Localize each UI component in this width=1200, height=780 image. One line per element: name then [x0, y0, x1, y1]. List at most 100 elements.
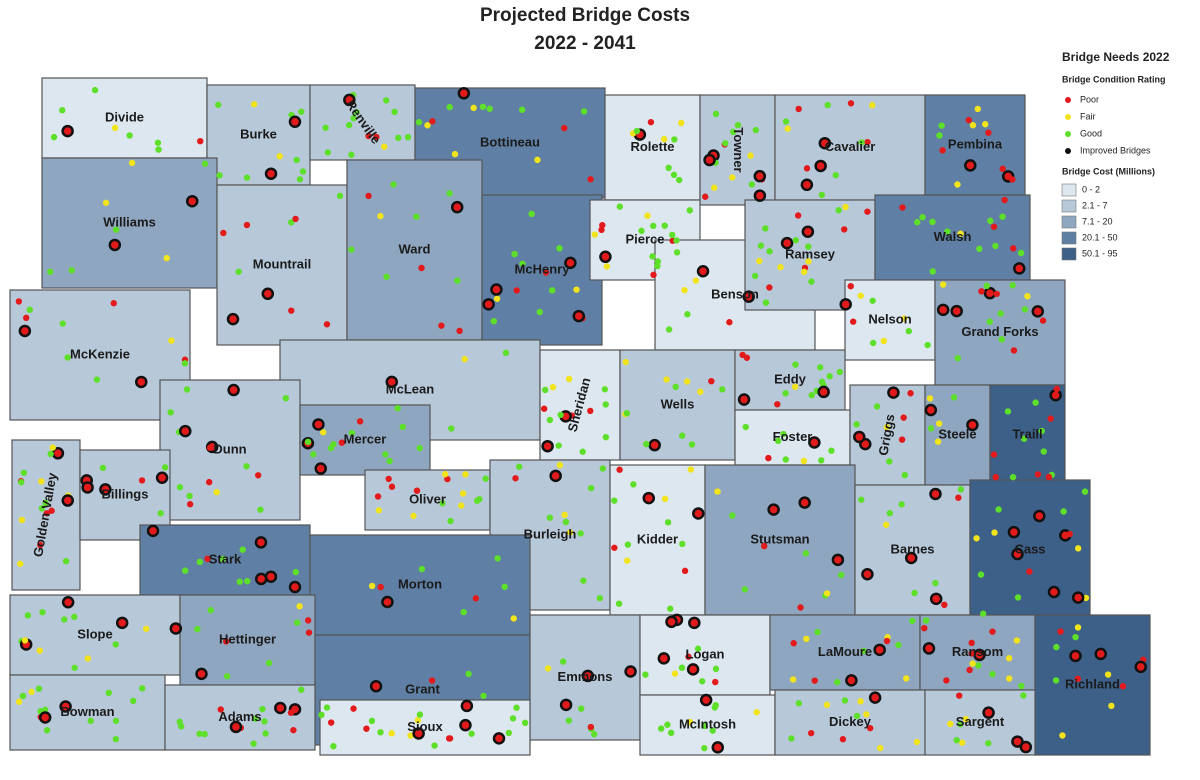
bridge	[505, 729, 513, 737]
bridge	[999, 165, 1006, 173]
bridge	[979, 610, 987, 617]
bridge	[792, 361, 799, 368]
improved-bridge	[559, 698, 573, 712]
bridge	[983, 282, 991, 290]
bridge	[1047, 415, 1054, 422]
improved-bridge	[753, 169, 767, 183]
bridge	[418, 264, 425, 272]
bridge	[869, 339, 877, 347]
bridge	[395, 134, 402, 142]
improved-bridge	[936, 303, 950, 317]
bridge	[1001, 196, 1008, 204]
bridge	[826, 373, 833, 380]
bridge	[239, 546, 246, 553]
bridge	[950, 394, 958, 401]
bridge	[353, 108, 360, 116]
bridge	[711, 704, 719, 711]
improved-bridge	[459, 718, 472, 732]
bridge	[580, 108, 588, 115]
bridge	[546, 514, 554, 521]
bridge	[847, 282, 854, 290]
bridge	[348, 429, 356, 437]
bridge	[213, 488, 220, 496]
bridge	[573, 286, 580, 293]
bridge	[789, 676, 797, 683]
bridge	[957, 230, 964, 237]
bridge	[1074, 675, 1082, 682]
bridge	[989, 670, 996, 678]
bridge	[205, 478, 213, 486]
bridge	[18, 479, 25, 486]
bridge	[288, 307, 295, 314]
bridge	[602, 433, 610, 441]
bridge	[741, 586, 749, 593]
bridge	[898, 436, 906, 443]
bridge	[71, 664, 78, 671]
bridge	[18, 516, 26, 524]
bridge	[59, 107, 66, 114]
bridge	[20, 469, 28, 476]
bridge	[38, 478, 45, 485]
county	[164, 684, 316, 751]
bridge	[957, 486, 965, 493]
improved-bridge	[227, 383, 240, 397]
bridge	[729, 128, 737, 136]
bridge	[324, 149, 332, 156]
bridge	[938, 122, 945, 129]
bridge	[207, 606, 214, 614]
bridge	[176, 483, 184, 491]
bridge	[17, 560, 24, 567]
bridge	[327, 444, 335, 452]
bridge	[784, 125, 791, 132]
bridge	[992, 242, 999, 250]
bridge	[886, 509, 894, 517]
bridge	[943, 677, 950, 684]
improved-bridge	[61, 596, 75, 609]
bridge	[914, 219, 921, 226]
bridge	[157, 510, 164, 517]
bridge	[511, 250, 518, 258]
bridge	[734, 121, 742, 129]
improved-bridge	[696, 264, 710, 278]
bridge	[681, 287, 688, 294]
bridge	[661, 495, 669, 503]
county	[41, 157, 218, 289]
bridge	[681, 567, 689, 575]
bridge	[252, 715, 259, 722]
bridge	[259, 705, 266, 713]
improved-bridge	[1019, 740, 1033, 754]
improved-bridge	[581, 669, 595, 683]
bridge	[528, 210, 535, 218]
legend-title: Bridge Needs 2022	[1062, 50, 1170, 64]
bridge	[774, 401, 781, 408]
improved-bridge	[460, 699, 474, 713]
improved-bridge	[185, 194, 199, 208]
bridge	[886, 458, 893, 465]
bridge	[633, 127, 641, 135]
bridge	[1006, 675, 1013, 682]
bridge	[591, 731, 598, 738]
bridge	[587, 176, 594, 183]
bridge	[1014, 594, 1022, 601]
bridge	[921, 624, 928, 632]
bridge	[587, 723, 595, 731]
county-name: Stark	[209, 551, 242, 566]
bridge	[480, 692, 487, 700]
bridge	[377, 729, 384, 736]
title: Projected Bridge Costs	[480, 5, 690, 26]
bridge	[901, 471, 909, 479]
bridge	[857, 292, 864, 299]
bridge	[446, 190, 453, 197]
bridge	[753, 709, 760, 716]
bridge	[842, 203, 849, 211]
improved-bridge	[1134, 660, 1147, 674]
bridge	[257, 506, 264, 513]
bridge	[388, 730, 395, 737]
bridge	[579, 448, 586, 455]
bridge	[774, 437, 782, 445]
bridge	[439, 500, 446, 507]
bridge	[966, 666, 973, 674]
bridge	[719, 386, 726, 393]
bridge	[818, 191, 826, 199]
bridge	[1074, 624, 1082, 631]
